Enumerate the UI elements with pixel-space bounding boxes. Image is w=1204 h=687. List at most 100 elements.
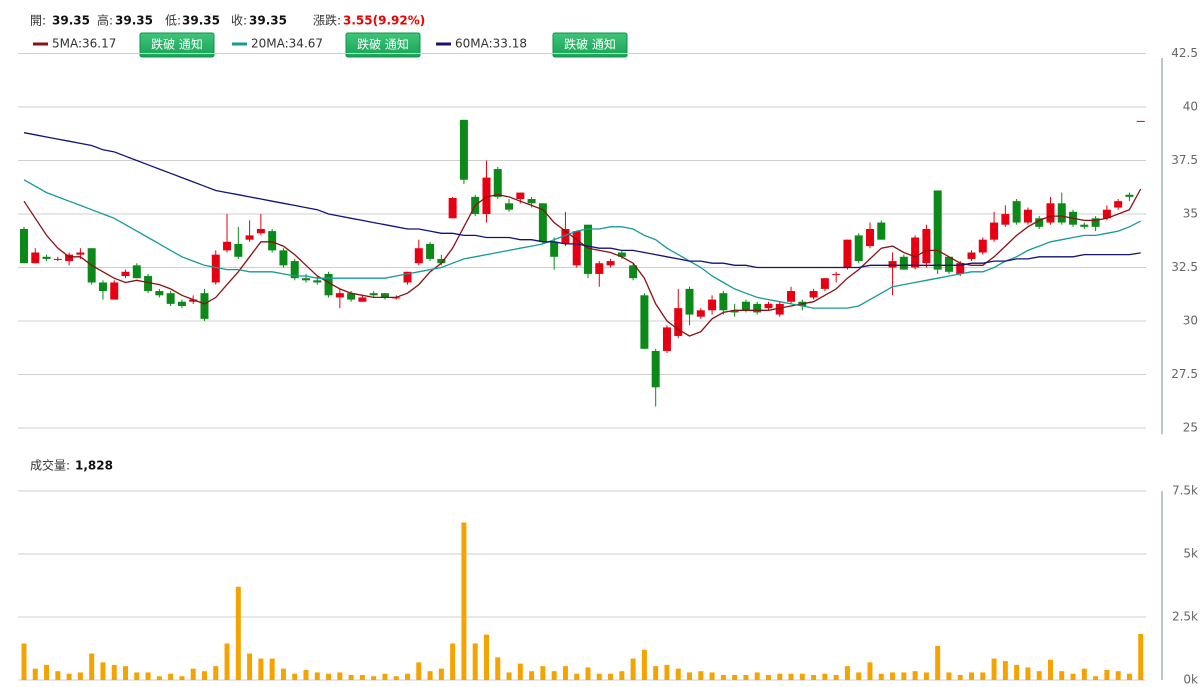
change-label: 漲跌: (313, 13, 341, 28)
volume-bar (145, 672, 151, 680)
candle-body (347, 293, 356, 300)
volume-bar (822, 673, 828, 680)
candle-body (775, 303, 784, 315)
volume-bar (213, 666, 219, 680)
volume-bar (619, 671, 625, 680)
y-tick-label: 7.5k (1172, 484, 1198, 498)
candle-body (572, 231, 581, 266)
volume-bar (788, 673, 794, 680)
volume-bar (32, 668, 38, 680)
volume-bar (529, 671, 535, 680)
candle-body (1046, 203, 1055, 223)
volume-bar (878, 673, 884, 680)
volume-bar (765, 674, 771, 680)
candle-body (516, 192, 525, 200)
candle-body (708, 299, 717, 311)
legend-value: 33.18 (493, 37, 527, 51)
alert-button[interactable]: 跌破 通知 (552, 32, 628, 58)
candle-body (290, 261, 299, 279)
candle-body (76, 252, 85, 255)
button-bg (552, 32, 628, 58)
candle-body (584, 224, 592, 274)
candle-body (200, 293, 209, 319)
volume-bar (1126, 673, 1132, 680)
candle-body (20, 228, 28, 264)
candle-body (787, 291, 796, 302)
alert-button[interactable]: 跌破 通知 (139, 32, 215, 58)
volume-bar (540, 666, 546, 680)
candle-body (268, 231, 277, 251)
volume-bar (247, 653, 253, 680)
volume-bar (1115, 671, 1121, 680)
volume-bar (235, 586, 241, 680)
candle-body (651, 350, 660, 388)
volume-bar (935, 645, 941, 680)
volume-bar (303, 669, 309, 680)
candle-body (42, 256, 51, 259)
candle-body (629, 265, 638, 279)
volume-bar (111, 664, 117, 680)
volume-bar (664, 664, 670, 680)
candle-body (380, 293, 389, 298)
candle-body (640, 295, 649, 349)
volume-bar (732, 674, 738, 680)
candle-body (843, 239, 852, 268)
candle-body (1001, 213, 1010, 225)
volume-bar (675, 668, 681, 680)
high-value: 39.35 (115, 14, 153, 28)
volume-bar (359, 674, 365, 680)
volume-bar (698, 671, 704, 680)
volume-bar (1081, 668, 1087, 680)
candle-body (1091, 218, 1100, 227)
volume-bar (416, 662, 422, 680)
candle-body (414, 248, 423, 264)
volume-bar (811, 674, 817, 680)
volume-bar (461, 522, 467, 680)
volume-bar (709, 672, 715, 680)
y-tick-label: 37.5 (1171, 153, 1198, 167)
candle-body (335, 293, 344, 298)
candle-body (132, 265, 141, 279)
volume-bar (1025, 667, 1031, 680)
volume-bar (348, 674, 354, 680)
legend-value: 36.17 (82, 37, 116, 51)
candle-body (459, 119, 468, 180)
alert-button[interactable]: 跌破 通知 (345, 32, 421, 58)
candle-body (121, 271, 130, 277)
candle-body (234, 243, 243, 257)
candle-body (1136, 120, 1145, 122)
y-tick-label: 30 (1183, 313, 1198, 327)
volume-bar (777, 673, 783, 680)
y-tick-label: 5k (1183, 547, 1198, 561)
ma-line (23, 179, 1141, 309)
volume-bar (269, 658, 275, 680)
candle-body (189, 299, 198, 302)
candle-body (144, 276, 153, 292)
volume-bar (427, 671, 433, 680)
candle-body (279, 250, 288, 266)
candle-body (313, 280, 322, 283)
candle-body (674, 308, 683, 336)
volume-bar (450, 643, 456, 680)
volume-bar (912, 671, 918, 680)
volume-bar (596, 673, 602, 680)
volume-bar (574, 673, 580, 680)
volume-bar (1093, 676, 1099, 680)
volume-bar (890, 672, 896, 680)
volume-bar (326, 673, 332, 680)
button-label: 跌破 通知 (357, 37, 409, 52)
legend-value: 34.67 (289, 37, 323, 51)
volume-value: 1,828 (75, 459, 113, 473)
volume-bar (495, 657, 501, 680)
candle-body (1023, 209, 1032, 223)
candle-body (98, 282, 107, 292)
candle-body (1114, 201, 1123, 208)
open-value: 39.35 (52, 14, 90, 28)
candle-body (1102, 209, 1111, 219)
candle-body (1057, 203, 1066, 223)
candle-body (110, 282, 119, 300)
volume-bar (405, 673, 411, 680)
candle-body (256, 228, 265, 234)
candle-body (403, 271, 412, 283)
volume-bar (224, 643, 230, 680)
